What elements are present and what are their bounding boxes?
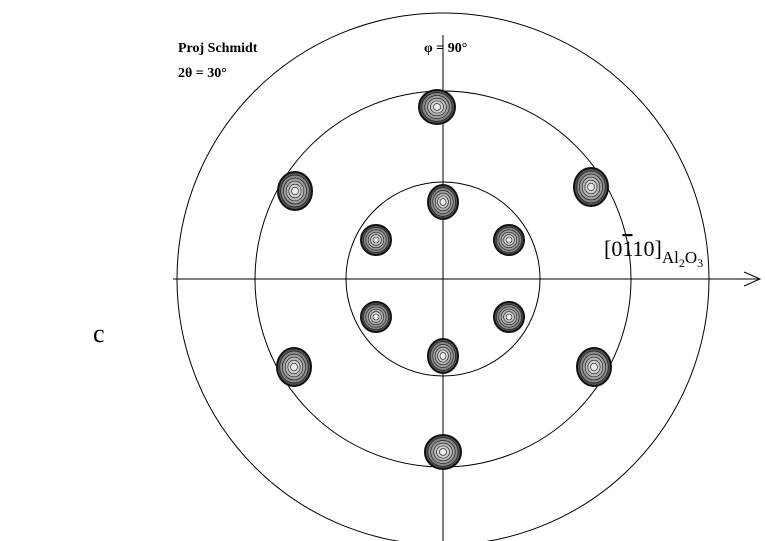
axis-label-part: O — [685, 248, 697, 267]
axis-arrow — [743, 271, 762, 287]
spot-contour — [590, 362, 598, 372]
spot-contour — [291, 186, 299, 196]
projection-label: Proj Schmidt — [178, 41, 258, 56]
axis-label: [0110]Al2O3 — [604, 236, 703, 270]
spot-contour — [505, 313, 513, 321]
axis-label-part: [0 — [604, 236, 622, 261]
spot-contour — [587, 182, 595, 192]
phi-label: φ = 90° — [424, 41, 467, 56]
axis-label-part: 10] — [633, 236, 662, 261]
axis-label-part: 3 — [697, 256, 703, 270]
spots — [276, 89, 612, 470]
axis-label-part: 1 — [622, 236, 632, 261]
spot-contour — [439, 352, 447, 360]
panel-label: c — [93, 319, 105, 348]
axis-label-part: 2 — [679, 256, 685, 270]
spot-contour — [439, 448, 447, 456]
spot-contour — [505, 236, 513, 244]
spot-contour — [372, 236, 380, 244]
two-theta-label: 2θ = 30° — [178, 66, 227, 81]
spot-contour — [290, 362, 298, 372]
spot-contour — [433, 103, 441, 111]
spot-contour — [439, 198, 447, 206]
axis-label-part: Al — [662, 248, 679, 267]
spot-contour — [372, 313, 380, 321]
